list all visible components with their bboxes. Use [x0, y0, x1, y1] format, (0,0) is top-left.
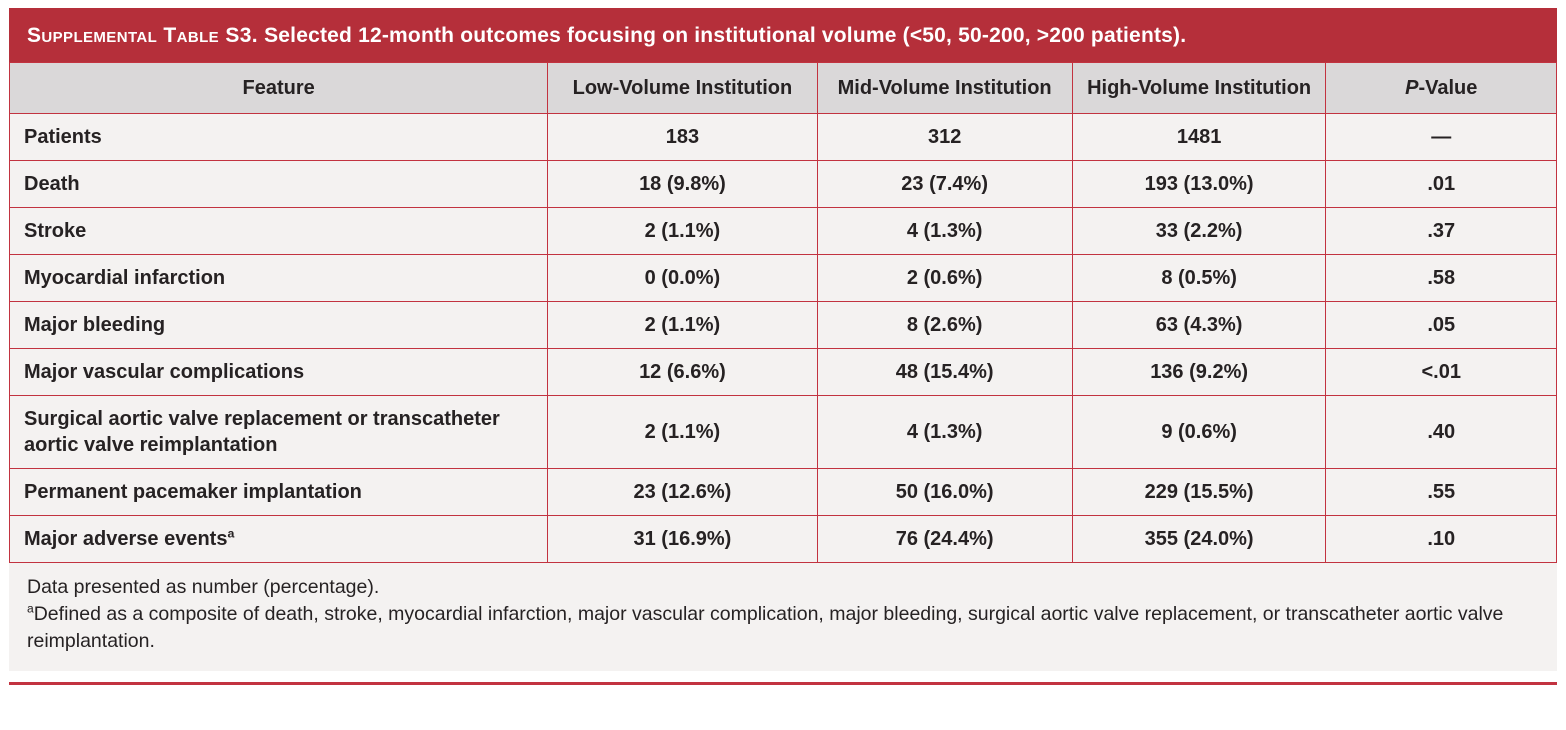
table-row: Permanent pacemaker implantation 23 (12.6…: [8, 468, 1557, 517]
high-volume-cell: 136 (9.2%): [1071, 348, 1327, 397]
p-value-cell: .37: [1325, 207, 1557, 256]
table-title-bar: Supplemental Table S3. Selected 12-month…: [9, 8, 1557, 63]
high-volume-cell: 33 (2.2%): [1071, 207, 1327, 256]
mid-volume-cell: 2 (0.6%): [816, 254, 1073, 303]
high-volume-cell: 8 (0.5%): [1071, 254, 1327, 303]
p-value-cell: —: [1325, 113, 1557, 162]
footnote-line: aDefined as a composite of death, stroke…: [27, 601, 1504, 652]
table-row: Major vascular complications 12 (6.6%) 48 …: [8, 348, 1557, 397]
table-row: Stroke 2 (1.1%) 4 (1.3%) 33 (2.2%) .37: [8, 207, 1557, 256]
footnote-marker: a: [227, 526, 235, 541]
mid-volume-cell: 8 (2.6%): [816, 301, 1073, 350]
low-volume-cell: 0 (0.0%): [547, 254, 818, 303]
table-row: Major bleeding 2 (1.1%) 8 (2.6%) 63 (4.3%).…: [8, 301, 1557, 350]
table-row: Patients 183 312 1481—: [8, 113, 1557, 162]
low-volume-cell: 31 (16.9%): [547, 515, 818, 564]
footnote-marker: a: [27, 601, 34, 616]
table-row: Major adverse eventsa 31 (16.9%) 76 (24.4%…: [8, 515, 1557, 564]
low-volume-cell: 18 (9.8%): [547, 160, 818, 209]
p-value-cell: <.01: [1325, 348, 1557, 397]
table-title-label: Supplemental Table S3.: [27, 24, 259, 47]
feature-cell: Major bleeding: [8, 301, 549, 350]
high-volume-cell: 193 (13.0%): [1071, 160, 1327, 209]
table-row: Surgical aortic valve replacement or tra…: [8, 395, 1557, 470]
header-row: Feature Low-Volume Institution Mid-Volume …: [8, 62, 1557, 115]
feature-cell: Major vascular complications: [8, 348, 549, 397]
feature-cell: Surgical aortic valve replacement or tra…: [8, 395, 549, 470]
low-volume-cell: 12 (6.6%): [547, 348, 818, 397]
table-row: Myocardial infarction 0 (0.0%) 2 (0.6%) 8 (…: [8, 254, 1557, 303]
mid-volume-cell: 23 (7.4%): [816, 160, 1073, 209]
mid-volume-cell: 4 (1.3%): [816, 395, 1073, 470]
mid-volume-cell: 76 (24.4%): [816, 515, 1073, 564]
column-header: Feature: [8, 62, 549, 115]
footnote-line: Data presented as number (percentage).: [27, 576, 380, 599]
mid-volume-cell: 50 (16.0%): [816, 468, 1073, 517]
low-volume-cell: 2 (1.1%): [547, 301, 818, 350]
column-header: Low-Volume Institution: [547, 62, 818, 115]
p-value-cell: .40: [1325, 395, 1557, 470]
p-value-cell: .01: [1325, 160, 1557, 209]
high-volume-cell: 355 (24.0%): [1071, 515, 1327, 564]
high-volume-cell: 63 (4.3%): [1071, 301, 1327, 350]
high-volume-cell: 1481: [1071, 113, 1327, 162]
table-title-text: Selected 12-month outcomes focusing on i…: [258, 24, 1187, 47]
feature-cell: Myocardial infarction: [8, 254, 549, 303]
p-value-cell: .58: [1325, 254, 1557, 303]
low-volume-cell: 23 (12.6%): [547, 468, 818, 517]
feature-cell: Death: [8, 160, 549, 209]
outcomes-table: Feature Low-Volume Institution Mid-Volume …: [8, 62, 1557, 564]
p-value-cell: .05: [1325, 301, 1557, 350]
column-header: Mid-Volume Institution: [816, 62, 1073, 115]
bottom-rule: [9, 681, 1557, 685]
p-value-cell: .10: [1325, 515, 1557, 564]
feature-cell: Patients: [8, 113, 549, 162]
column-header: P-Value: [1325, 62, 1557, 115]
table-row: Death 18 (9.8%) 23 (7.4%) 193 (13.0%) .01: [8, 160, 1557, 209]
high-volume-cell: 229 (15.5%): [1071, 468, 1327, 517]
low-volume-cell: 183: [547, 113, 818, 162]
footnotes: Data presented as number (percentage). aD…: [9, 563, 1557, 671]
low-volume-cell: 2 (1.1%): [547, 207, 818, 256]
mid-volume-cell: 4 (1.3%): [816, 207, 1073, 256]
mid-volume-cell: 48 (15.4%): [816, 348, 1073, 397]
high-volume-cell: 9 (0.6%): [1071, 395, 1327, 470]
feature-cell: Major adverse eventsa: [8, 515, 549, 564]
table-body: Patients 183 312 1481— Death 18 (9.8%) 23 (7.4…: [8, 113, 1557, 564]
low-volume-cell: 2 (1.1%): [547, 395, 818, 470]
column-header: High-Volume Institution: [1071, 62, 1327, 115]
feature-cell: Permanent pacemaker implantation: [8, 468, 549, 517]
feature-cell: Stroke: [8, 207, 549, 256]
p-value-cell: .55: [1325, 468, 1557, 517]
mid-volume-cell: 312: [816, 113, 1073, 162]
